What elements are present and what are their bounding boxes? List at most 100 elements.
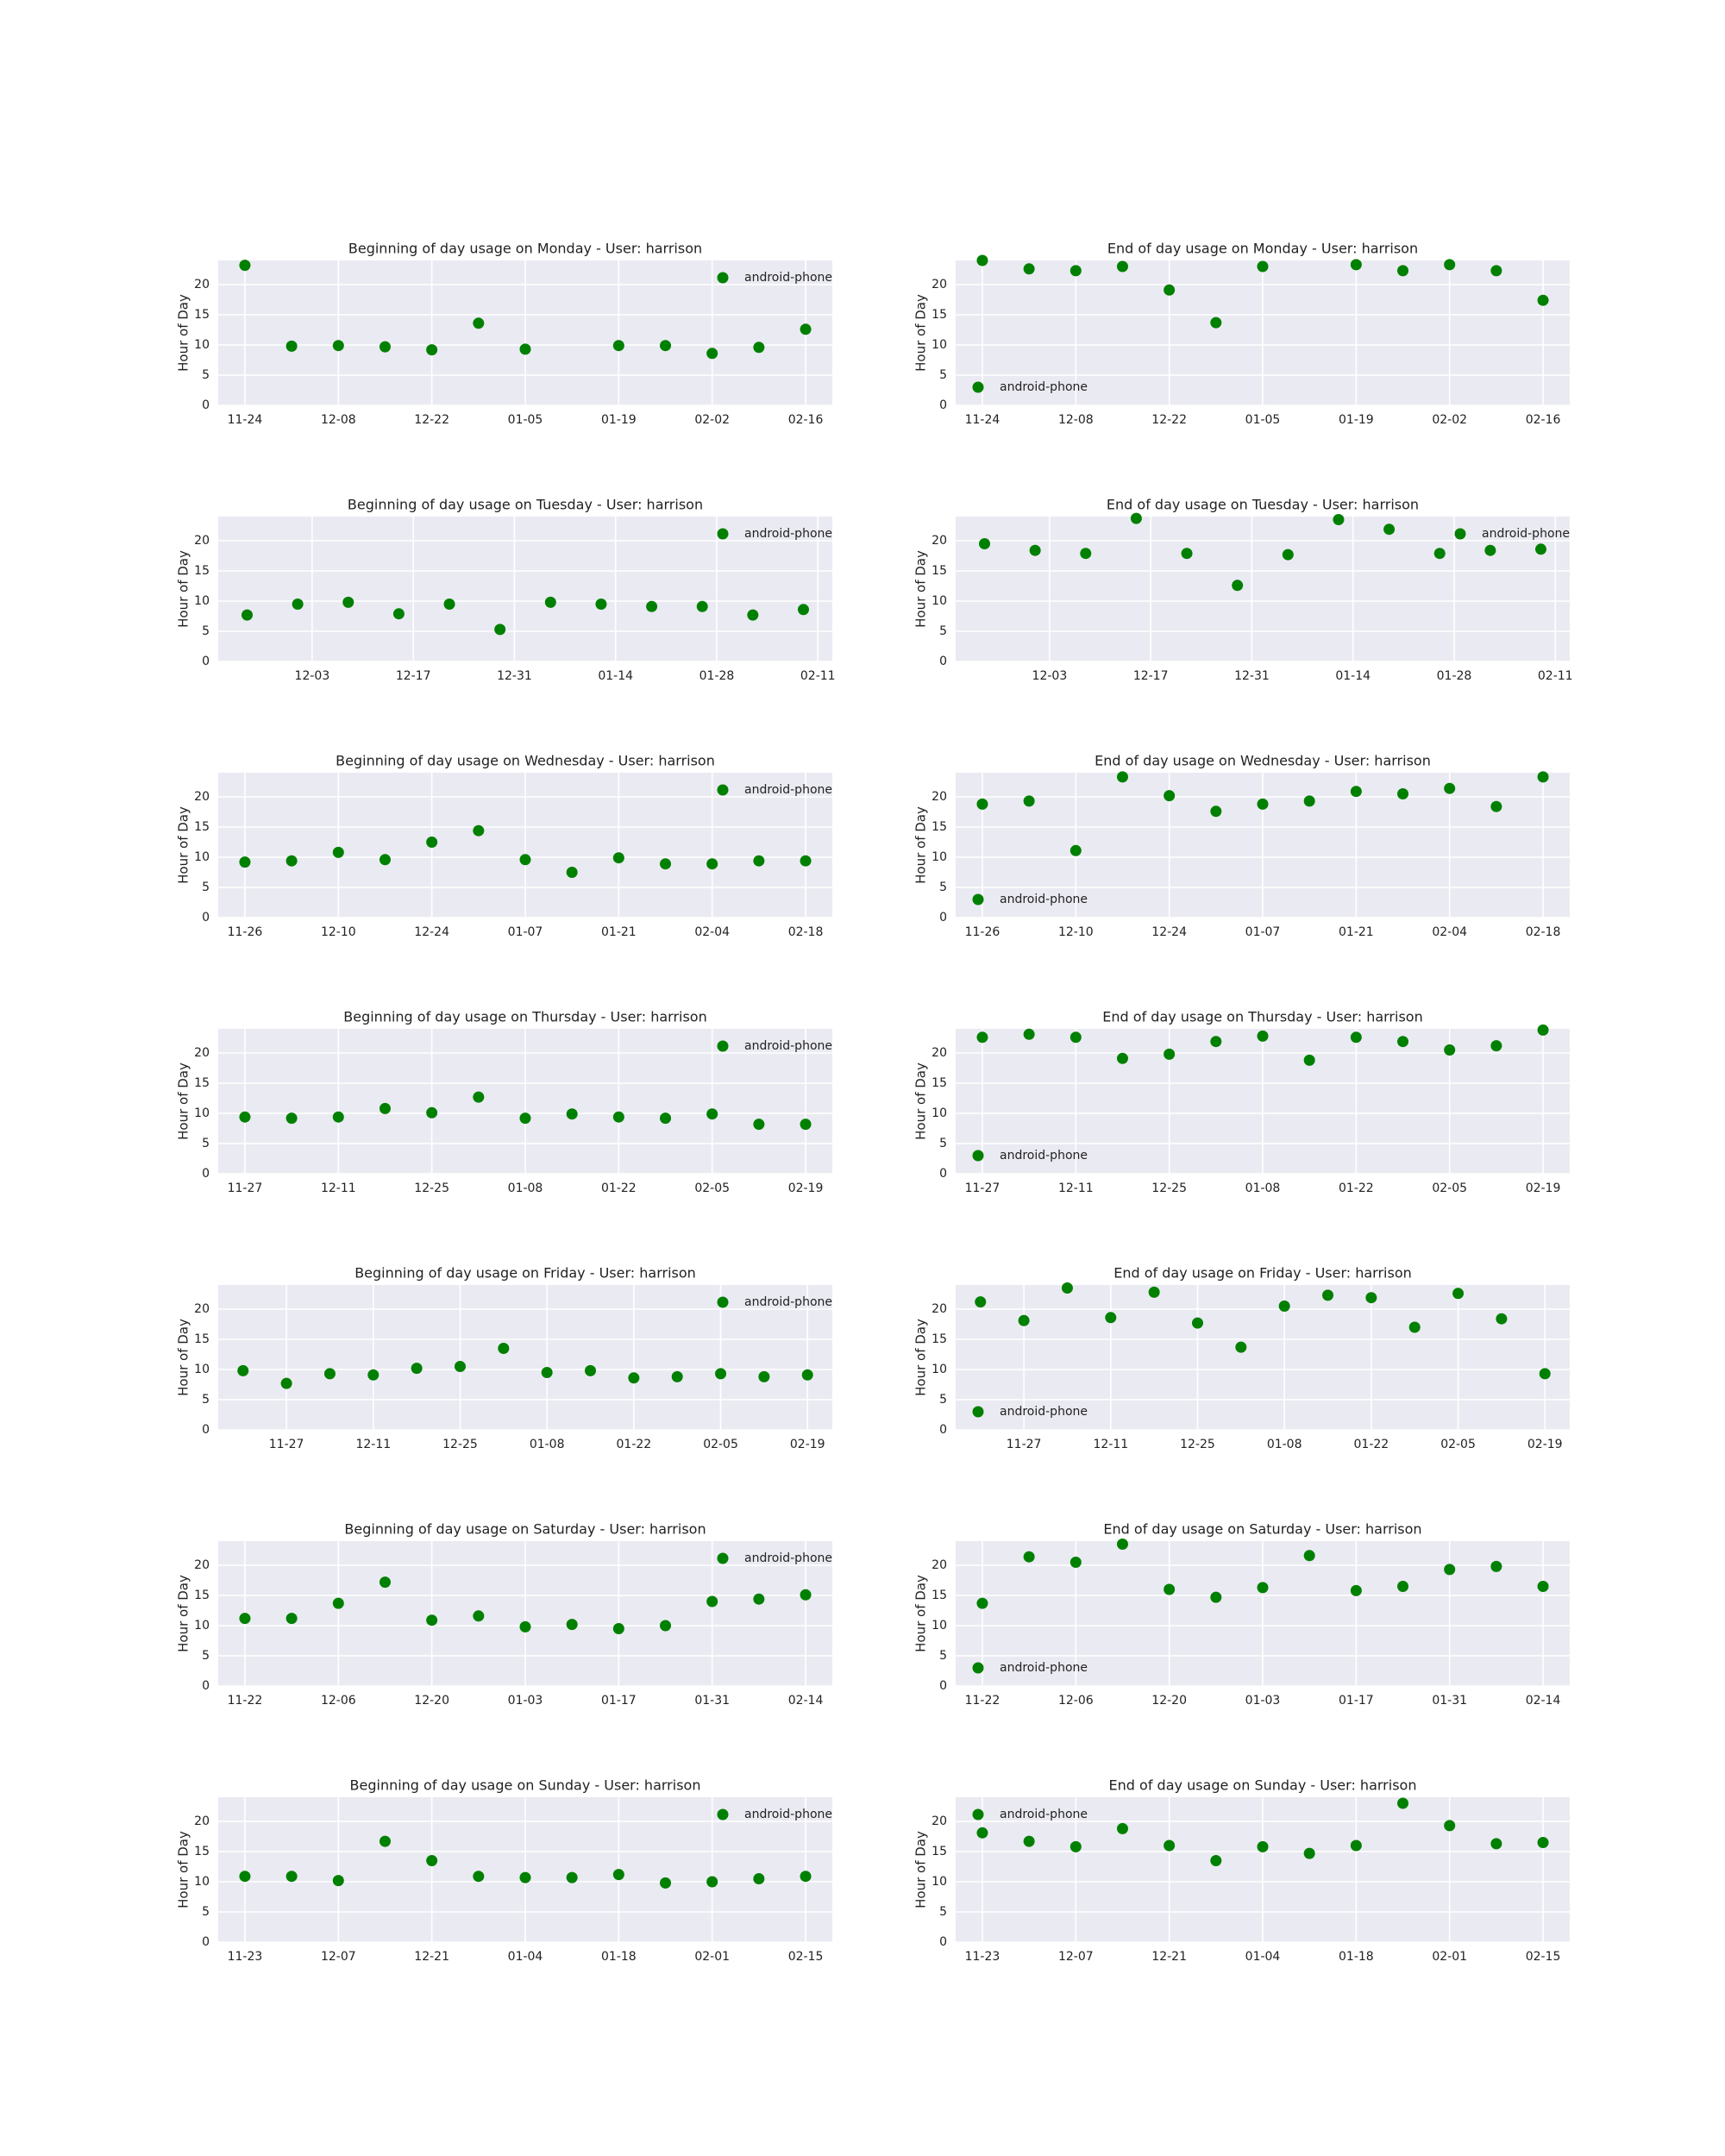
chart-title: End of day usage on Tuesday - User: harr…	[1107, 497, 1419, 513]
y-tick-label: 15	[194, 820, 210, 834]
legend-marker	[717, 784, 729, 796]
legend-label: android-phone	[1482, 527, 1570, 541]
scatter-point	[1484, 544, 1496, 556]
legend-marker	[972, 1662, 984, 1674]
scatter-point	[280, 1377, 292, 1389]
scatter-point	[612, 1111, 624, 1123]
y-tick-label: 5	[202, 1905, 210, 1919]
scatter-point	[285, 1613, 298, 1625]
legend-label: android-phone	[744, 271, 832, 285]
scatter-point	[1282, 548, 1294, 561]
y-tick-label: 15	[932, 820, 947, 834]
y-tick-label: 5	[939, 1137, 947, 1150]
scatter-point	[1534, 543, 1546, 555]
scatter-point	[1539, 1368, 1551, 1380]
scatter-point	[519, 343, 531, 355]
x-tick-label: 12-08	[321, 413, 356, 427]
scatter-point	[800, 855, 812, 867]
legend-label: android-phone	[1000, 1808, 1088, 1821]
x-tick-label: 01-14	[598, 669, 633, 683]
legend-label: android-phone	[744, 1551, 832, 1565]
scatter-point	[1116, 771, 1128, 783]
x-tick-label: 12-11	[355, 1438, 391, 1451]
scatter-point	[239, 1613, 251, 1625]
x-tick-label: 11-26	[965, 925, 1000, 939]
scatter-point	[332, 1597, 344, 1609]
scatter-point	[1490, 1560, 1502, 1572]
y-tick-label: 0	[202, 1935, 210, 1949]
x-tick-label: 02-19	[1526, 1181, 1561, 1195]
scatter-point	[1148, 1286, 1160, 1298]
scatter-point	[285, 1871, 298, 1883]
scatter-point	[1350, 259, 1362, 271]
scatter-point	[706, 348, 718, 360]
x-tick-label: 01-04	[1245, 1950, 1281, 1964]
x-tick-label: 12-17	[396, 669, 431, 683]
scatter-point	[473, 1610, 485, 1622]
scatter-point	[800, 1589, 812, 1601]
chart-title: Beginning of day usage on Wednesday - Us…	[336, 753, 715, 769]
scatter-point	[1023, 1028, 1035, 1040]
scatter-point	[541, 1367, 553, 1378]
x-tick-label: 01-18	[1339, 1950, 1374, 1964]
x-tick-label: 01-22	[617, 1438, 652, 1451]
y-tick-label: 0	[202, 1679, 210, 1693]
y-tick-label: 10	[932, 1875, 947, 1889]
x-tick-label: 12-11	[1093, 1438, 1128, 1451]
scatter-point	[1303, 1550, 1315, 1562]
scatter-point	[332, 1875, 344, 1887]
subplot: 0 5 10 15 20 11-23 12-07 12-21 01-04 01-18 02-01 02…	[913, 1777, 1570, 1964]
x-tick-label: 01-28	[1437, 669, 1472, 683]
scatter-point	[242, 609, 254, 621]
x-tick-label: 11-23	[965, 1950, 1000, 1964]
y-tick-label: 20	[194, 534, 210, 548]
y-tick-label: 15	[194, 308, 210, 322]
legend-marker	[717, 1296, 729, 1308]
x-tick-label: 02-16	[788, 413, 824, 427]
legend-label: android-phone	[744, 1295, 832, 1309]
scatter-point	[379, 1835, 391, 1847]
x-tick-label: 02-02	[694, 413, 730, 427]
scatter-point	[1023, 1835, 1035, 1847]
scatter-point	[285, 1112, 298, 1125]
scatter-point	[1210, 1855, 1222, 1866]
subplot: 0 5 10 15 20 11-27 12-11 12-25 01-08 01-22 02-05 02…	[913, 1265, 1570, 1451]
y-tick-label: 5	[939, 881, 947, 894]
x-tick-label: 11-22	[228, 1694, 263, 1708]
y-axis-label: Hour of Day	[913, 550, 929, 628]
x-tick-label: 01-05	[508, 413, 543, 427]
scatter-point	[1350, 786, 1362, 798]
legend-label: android-phone	[744, 1808, 832, 1821]
y-tick-label: 10	[194, 338, 210, 352]
y-tick-label: 15	[932, 1332, 947, 1346]
scatter-point	[473, 1091, 485, 1103]
x-tick-label: 01-22	[1339, 1181, 1374, 1195]
scatter-point	[1130, 512, 1142, 524]
scatter-point	[239, 260, 251, 272]
scatter-point	[473, 317, 485, 329]
scatter-point	[566, 1108, 578, 1120]
x-tick-label: 01-14	[1335, 669, 1371, 683]
scatter-point	[342, 596, 354, 608]
x-tick-label: 01-08	[1245, 1181, 1281, 1195]
x-tick-label: 01-08	[530, 1438, 565, 1451]
y-tick-label: 10	[194, 1106, 210, 1120]
scatter-point	[612, 340, 624, 352]
scatter-point	[1444, 1820, 1456, 1832]
scatter-point	[1303, 1054, 1315, 1066]
scatter-point	[1397, 1581, 1409, 1592]
scatter-point	[1070, 1031, 1082, 1044]
scatter-point	[1322, 1289, 1334, 1301]
y-tick-label: 10	[932, 594, 947, 608]
chart-title: End of day usage on Sunday - User: harri…	[1109, 1777, 1417, 1794]
subplot: 0 5 10 15 20 11-22 12-06 12-20 01-03 01-17 01-31 02…	[176, 1521, 832, 1708]
scatter-point	[1235, 1341, 1247, 1353]
chart-title: Beginning of day usage on Thursday - Use…	[343, 1009, 706, 1025]
x-tick-label: 11-27	[1007, 1438, 1042, 1451]
x-tick-label: 12-22	[1151, 413, 1187, 427]
scatter-point	[519, 854, 531, 866]
y-tick-label: 0	[939, 1423, 947, 1437]
chart-title: Beginning of day usage on Saturday - Use…	[344, 1521, 706, 1538]
